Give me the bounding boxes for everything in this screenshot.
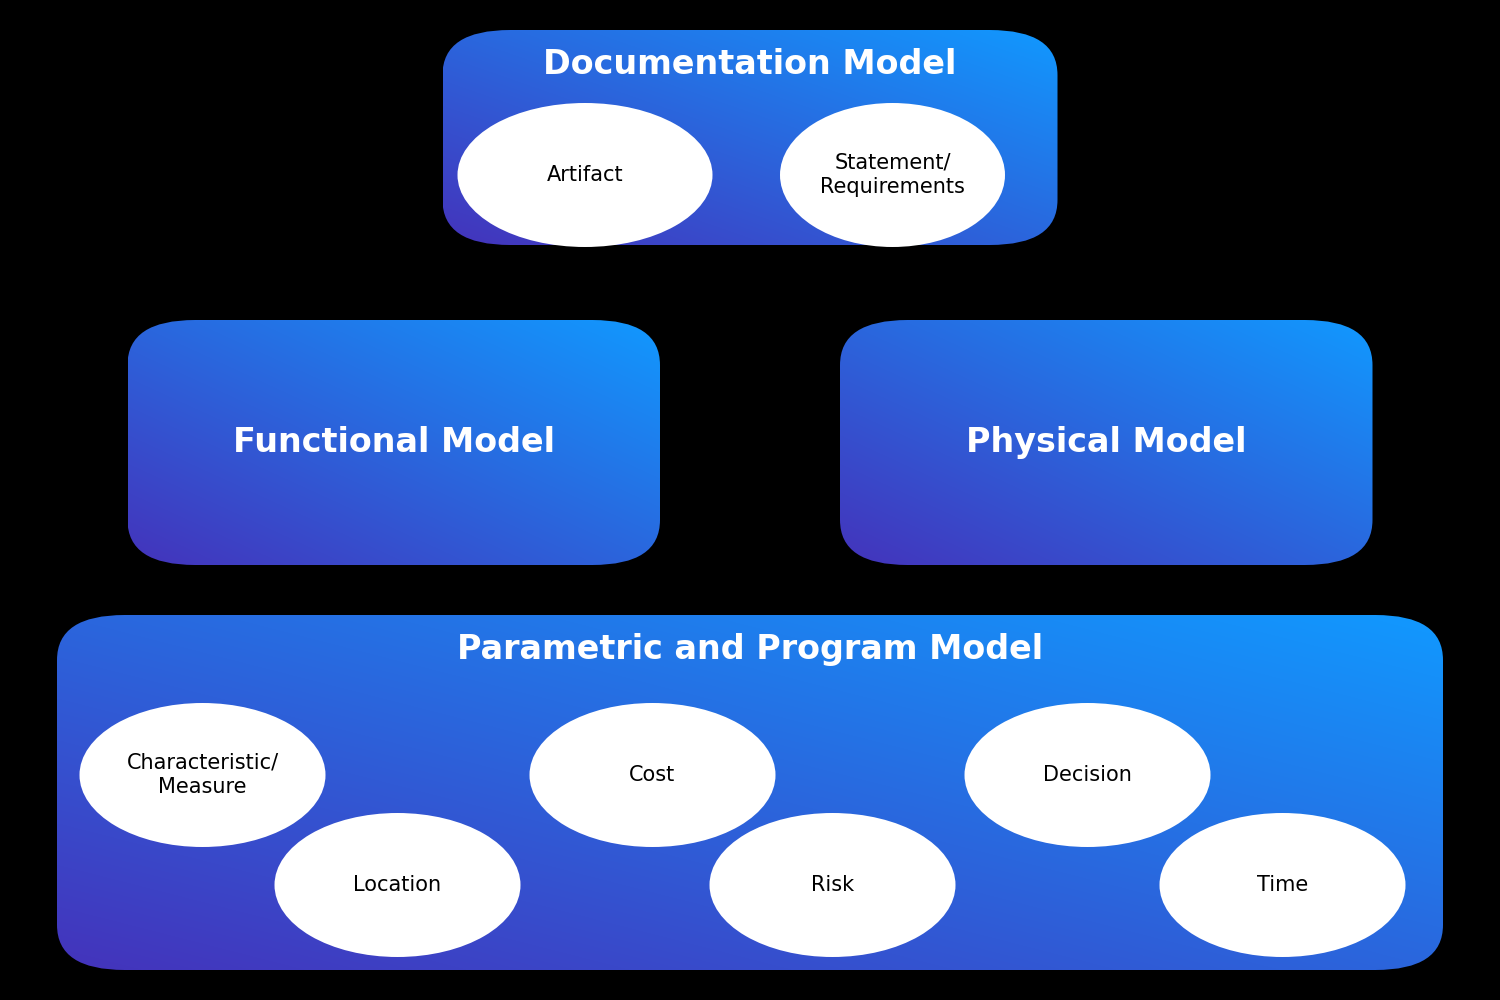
Ellipse shape — [964, 703, 1210, 847]
Text: Statement/
Requirements: Statement/ Requirements — [821, 153, 965, 197]
Text: Time: Time — [1257, 875, 1308, 895]
Text: Physical Model: Physical Model — [966, 426, 1246, 459]
Text: Decision: Decision — [1042, 765, 1132, 785]
Ellipse shape — [458, 103, 712, 247]
Ellipse shape — [1160, 813, 1406, 957]
Text: Documentation Model: Documentation Model — [543, 48, 957, 81]
Text: Location: Location — [354, 875, 441, 895]
Ellipse shape — [710, 813, 956, 957]
Text: Functional Model: Functional Model — [232, 426, 555, 459]
Ellipse shape — [80, 703, 326, 847]
Ellipse shape — [530, 703, 776, 847]
Ellipse shape — [780, 103, 1005, 247]
Text: Characteristic/
Measure: Characteristic/ Measure — [126, 753, 279, 797]
Ellipse shape — [274, 813, 520, 957]
Text: Parametric and Program Model: Parametric and Program Model — [458, 633, 1042, 666]
Text: Cost: Cost — [630, 765, 675, 785]
Text: Artifact: Artifact — [546, 165, 624, 185]
Text: Risk: Risk — [812, 875, 853, 895]
